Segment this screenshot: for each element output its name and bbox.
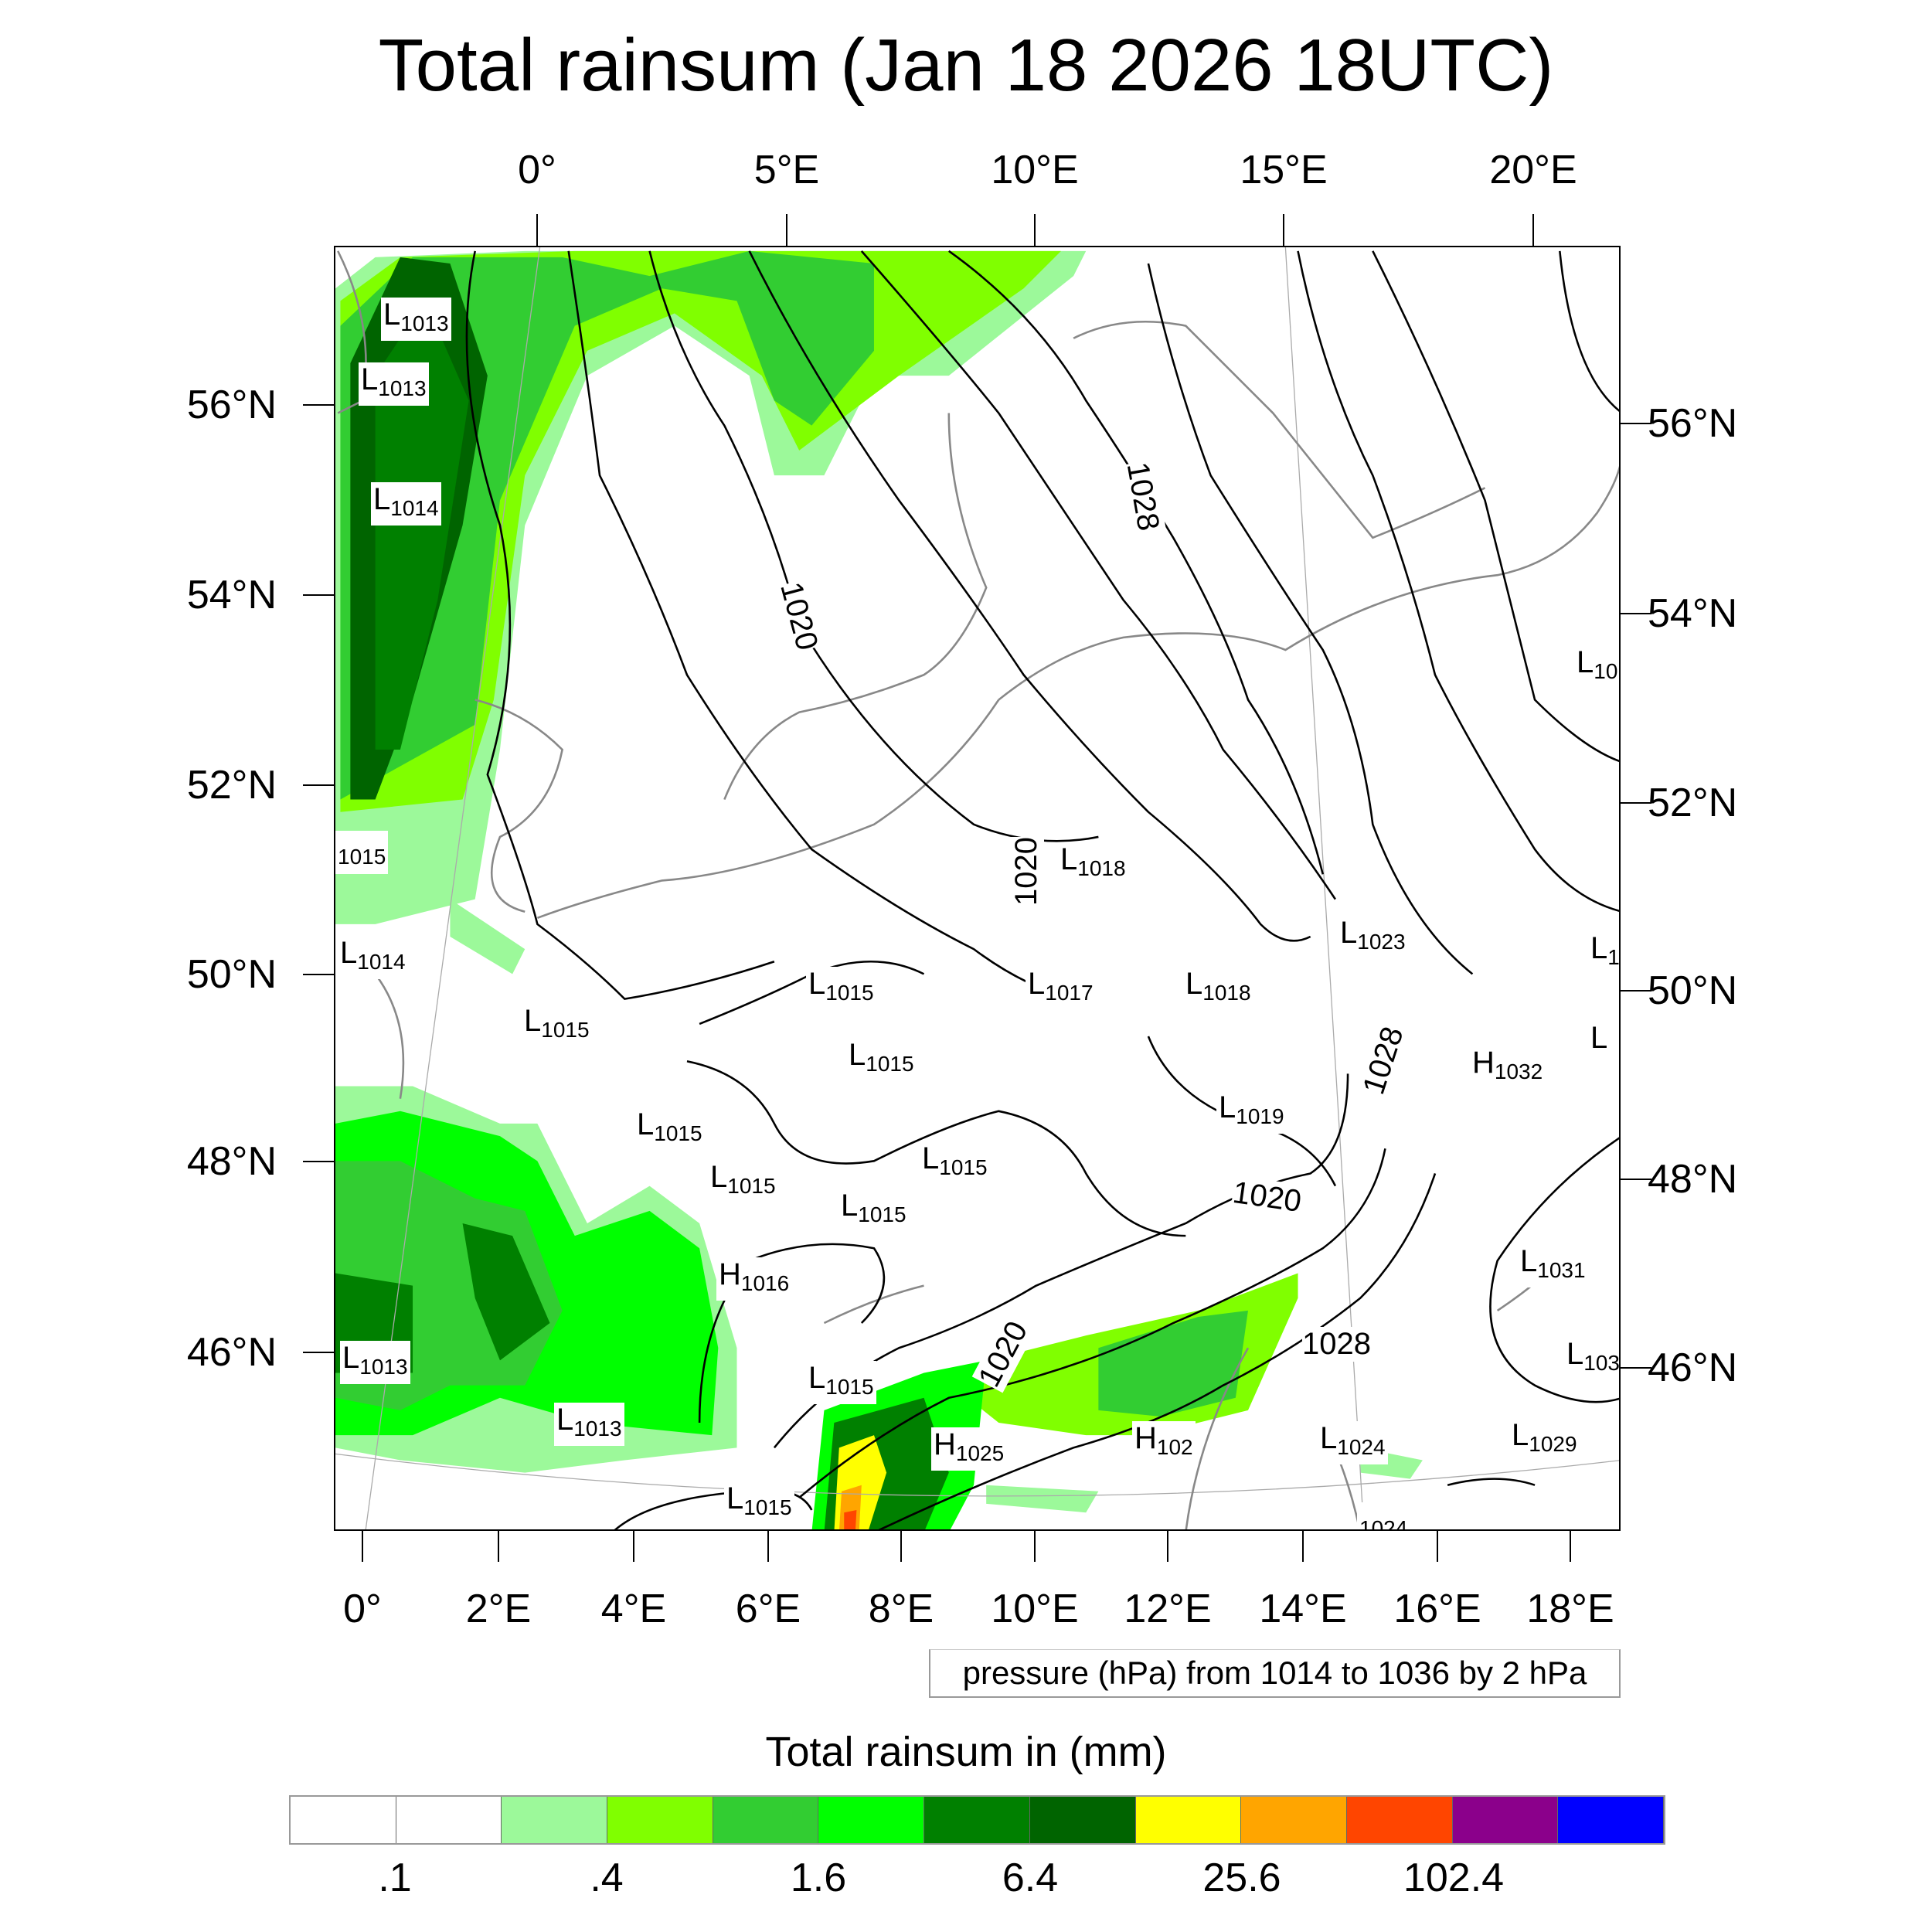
colorbar-swatch bbox=[818, 1797, 925, 1843]
pressure-center-label: L1024 bbox=[1318, 1421, 1388, 1464]
top-lon-label: 15°E bbox=[1240, 148, 1328, 192]
pressure-center-label: L1029 bbox=[1509, 1418, 1580, 1461]
bottom-lon-label: 4°E bbox=[600, 1587, 667, 1631]
colorbar-swatch bbox=[1135, 1797, 1242, 1843]
pressure-center-label: L1013 bbox=[340, 1341, 410, 1384]
pressure-center-label: L1018 bbox=[1058, 842, 1128, 886]
pressure-center-label: L1015 bbox=[634, 1107, 705, 1151]
pressure-center-label: L1018 bbox=[1183, 967, 1253, 1010]
colorbar-label: 1.6 bbox=[790, 1855, 847, 1900]
pressure-center-label: L1015 bbox=[806, 1361, 876, 1404]
rain-area-alps-red bbox=[844, 1509, 857, 1529]
pressure-center-label: 1015 bbox=[335, 831, 389, 874]
contour-label: 1020 bbox=[1009, 837, 1044, 906]
pressure-center-label: L1015 bbox=[708, 1160, 778, 1203]
right-lat-label: 48°N bbox=[1648, 1157, 1738, 1202]
colorbar-swatch bbox=[1558, 1797, 1664, 1843]
pressure-center-label: L1015 bbox=[846, 1038, 917, 1081]
right-lat-label: 46°N bbox=[1648, 1345, 1738, 1390]
pressure-center-label: L1013 bbox=[381, 298, 451, 341]
pressure-center-label: 1024 bbox=[1357, 1502, 1410, 1529]
top-lon-label: 0° bbox=[518, 148, 556, 192]
contour-label: 1028 bbox=[1302, 1327, 1371, 1362]
bottom-lon-label: 10°E bbox=[991, 1587, 1079, 1631]
pressure-center-label: L103 bbox=[1564, 1337, 1619, 1380]
colorbar-swatch bbox=[924, 1797, 1030, 1843]
pressure-center-label: L1015 bbox=[838, 1189, 909, 1232]
pressure-center-label: L1014 bbox=[338, 936, 408, 979]
pressure-center-label: L1015 bbox=[806, 967, 876, 1010]
colorbar-swatch bbox=[713, 1797, 819, 1843]
pressure-center-label: H1032 bbox=[1470, 1046, 1546, 1089]
pressure-center-label: L1019 bbox=[1216, 1090, 1287, 1134]
contour-legend: pressure (hPa) from 1014 to 1036 by 2 hP… bbox=[929, 1649, 1621, 1698]
pressure-center-label: L1015 bbox=[724, 1481, 794, 1525]
rain-area-alps-band-green bbox=[1098, 1310, 1248, 1417]
pressure-center-label: L1031 bbox=[1518, 1244, 1588, 1287]
colorbar-swatch bbox=[1029, 1797, 1136, 1843]
left-lat-label: 48°N bbox=[186, 1139, 277, 1184]
pressure-center-label: L1023 bbox=[1338, 916, 1408, 959]
right-lat-label: 52°N bbox=[1648, 781, 1738, 825]
bottom-lon-label: 0° bbox=[343, 1587, 382, 1631]
left-lat-label: 46°N bbox=[186, 1330, 277, 1375]
pressure-center-label: L1017 bbox=[1026, 967, 1096, 1010]
colorbar-label: .4 bbox=[590, 1855, 624, 1900]
pressure-center-label: L1 bbox=[1588, 931, 1619, 975]
left-lat-label: 52°N bbox=[186, 763, 277, 808]
pressure-center-label: L1015 bbox=[522, 1004, 592, 1047]
bottom-lon-label: 8°E bbox=[868, 1587, 934, 1631]
colorbar-label: 6.4 bbox=[1002, 1855, 1059, 1900]
left-lat-label: 54°N bbox=[186, 573, 277, 617]
pressure-center-label: L10 bbox=[1574, 645, 1619, 689]
bottom-lon-label: 16°E bbox=[1393, 1587, 1481, 1631]
colorbar-swatch bbox=[607, 1797, 713, 1843]
rainfall-field bbox=[335, 250, 1423, 1529]
top-lon-label: 5°E bbox=[753, 148, 820, 192]
left-lat-label: 56°N bbox=[186, 383, 277, 427]
pressure-center-label: H1016 bbox=[716, 1257, 792, 1301]
pressure-center-label: H1025 bbox=[931, 1427, 1007, 1471]
map-canvas bbox=[335, 247, 1619, 1529]
right-lat-label: 54°N bbox=[1648, 591, 1738, 636]
colorbar-label: 102.4 bbox=[1403, 1855, 1505, 1900]
colorbar-swatch bbox=[1241, 1797, 1347, 1843]
colorbar-label: .1 bbox=[378, 1855, 412, 1900]
pressure-center-label: H102 bbox=[1132, 1421, 1196, 1464]
right-lat-label: 56°N bbox=[1648, 401, 1738, 446]
bottom-lon-label: 14°E bbox=[1259, 1587, 1347, 1631]
colorbar-swatch bbox=[291, 1797, 396, 1843]
colorbar-label: 25.6 bbox=[1202, 1855, 1281, 1900]
top-lon-label: 10°E bbox=[991, 148, 1079, 192]
bottom-lon-label: 2°E bbox=[465, 1587, 532, 1631]
colorbar-title: Total rainsum in (mm) bbox=[765, 1729, 1167, 1775]
colorbar bbox=[289, 1795, 1665, 1845]
colorbar-swatch bbox=[1452, 1797, 1559, 1843]
bottom-lon-label: 6°E bbox=[735, 1587, 801, 1631]
colorbar-swatch bbox=[1346, 1797, 1453, 1843]
pressure-center-label: L1014 bbox=[371, 482, 441, 526]
bottom-lon-label: 12°E bbox=[1124, 1587, 1212, 1631]
graticule bbox=[335, 247, 1619, 1529]
pressure-center-label: L1013 bbox=[554, 1403, 624, 1446]
left-lat-label: 50°N bbox=[186, 952, 277, 997]
pressure-center-label: L bbox=[1588, 1021, 1611, 1064]
map-panel: L1013 L1013 L1014 1015 L1014 L1015 L1015… bbox=[334, 246, 1621, 1531]
colorbar-swatch bbox=[502, 1797, 608, 1843]
chart-title: Total rainsum (Jan 18 2026 18UTC) bbox=[378, 24, 1554, 107]
top-lon-label: 20°E bbox=[1489, 148, 1577, 192]
pressure-center-label: L1015 bbox=[920, 1141, 990, 1185]
colorbar-swatch bbox=[396, 1797, 502, 1843]
bottom-lon-label: 18°E bbox=[1526, 1587, 1614, 1631]
rain-area-southwest-core bbox=[335, 1223, 550, 1373]
pressure-center-label: L1013 bbox=[359, 362, 429, 406]
right-lat-label: 50°N bbox=[1648, 968, 1738, 1013]
